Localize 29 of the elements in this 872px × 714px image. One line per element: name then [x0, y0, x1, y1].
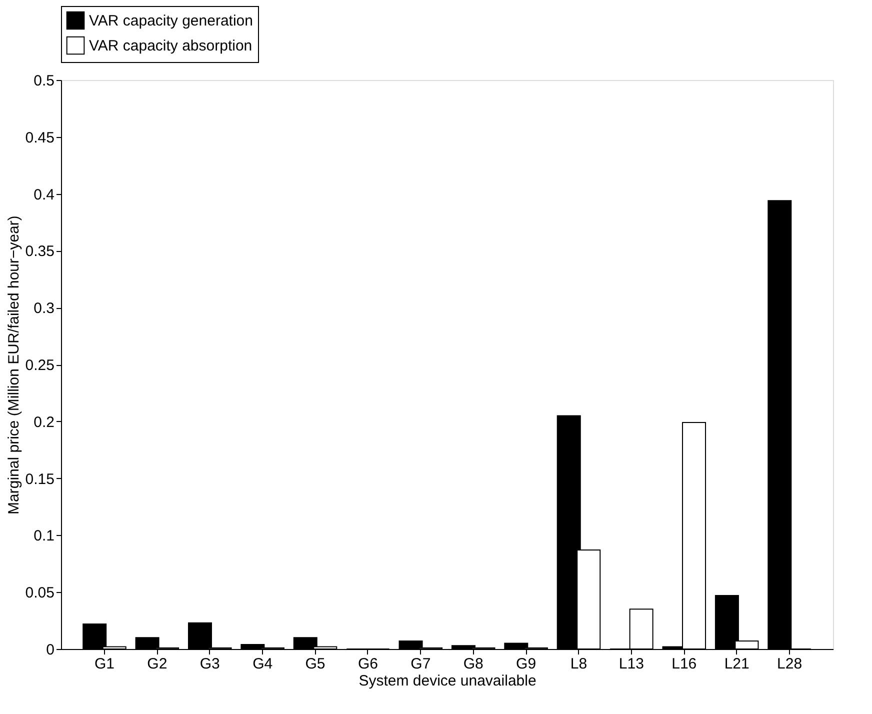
y-tick-label: 0.1: [34, 528, 54, 545]
y-tick-label: 0.45: [25, 129, 54, 146]
x-axis-title: System device unavailable: [358, 672, 536, 690]
y-tick-label: 0.35: [25, 243, 54, 260]
x-tick-label: L8: [570, 656, 588, 672]
y-tick-label: 0.25: [25, 357, 54, 374]
legend-label: VAR capacity absorption: [89, 38, 252, 54]
x-tick-label: L16: [672, 656, 697, 672]
y-tick-label: 0.4: [34, 186, 54, 204]
y-tick-label: 0: [46, 642, 54, 658]
y-tick-label: 0.5: [34, 72, 54, 90]
x-tick-label: G4: [252, 656, 273, 672]
y-tick-label: 0.05: [25, 584, 54, 602]
x-tick-label: L21: [724, 656, 750, 672]
y-tick-label: 0.2: [34, 414, 54, 431]
legend-label: VAR capacity generation: [89, 12, 253, 30]
y-tick-label: 0.15: [25, 470, 54, 488]
x-tick-label: G3: [200, 656, 220, 672]
x-tick-label: G2: [147, 656, 168, 672]
x-tick-label: L28: [777, 656, 802, 672]
y-axis-title: Marginal price (Million EUR/failed hour−year): [5, 216, 22, 514]
x-tick-label: L13: [618, 656, 644, 672]
x-tick-label: G9: [516, 656, 536, 672]
y-tick-label: 0.3: [34, 300, 54, 318]
x-tick-label: G7: [410, 656, 431, 672]
x-tick-label: G5: [305, 656, 326, 672]
x-tick-label: G8: [463, 656, 484, 672]
x-tick-label: G1: [94, 656, 114, 672]
x-tick-label: G6: [358, 656, 378, 672]
